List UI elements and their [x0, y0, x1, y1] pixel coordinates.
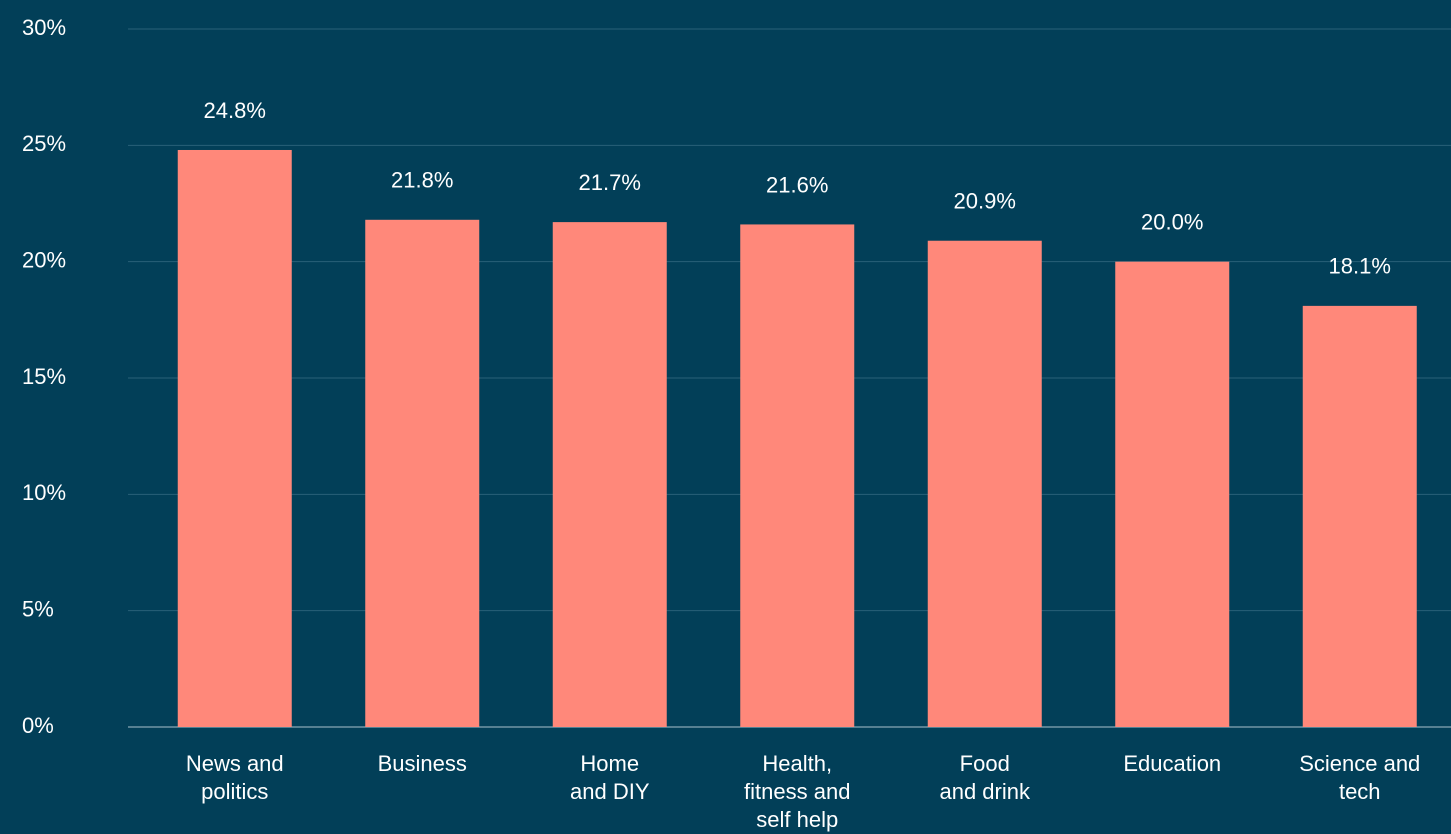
y-tick-label: 10% [22, 480, 66, 505]
bar [552, 222, 667, 727]
value-label: 21.8% [391, 168, 453, 193]
bar [1302, 305, 1417, 727]
value-label: 20.0% [1141, 209, 1203, 234]
bar [1115, 261, 1230, 727]
y-tick-label: 20% [22, 247, 66, 272]
y-tick-label: 15% [22, 364, 66, 389]
value-label: 20.9% [954, 189, 1016, 214]
y-tick-label: 30% [22, 15, 66, 40]
x-tick-label: Business [377, 751, 467, 776]
bar [365, 219, 480, 727]
x-tick-label: Education [1123, 751, 1222, 776]
bar [927, 240, 1042, 727]
y-tick-label: 0% [22, 713, 54, 738]
bar [177, 149, 292, 727]
x-tick-label: Home and DIY [570, 751, 650, 804]
x-tick-label: Science and tech [1299, 751, 1421, 804]
x-tick-label: Food and drink [939, 751, 1030, 804]
x-tick-label: Health, fitness and self help [744, 751, 851, 832]
value-label: 21.7% [579, 170, 641, 195]
x-tick-label: News and politics [185, 751, 284, 804]
y-tick-label: 25% [22, 131, 66, 156]
value-label: 18.1% [1329, 254, 1391, 279]
y-tick-label: 5% [22, 596, 54, 621]
value-label: 24.8% [204, 98, 266, 123]
bar [740, 224, 855, 727]
value-label: 21.6% [766, 172, 828, 197]
